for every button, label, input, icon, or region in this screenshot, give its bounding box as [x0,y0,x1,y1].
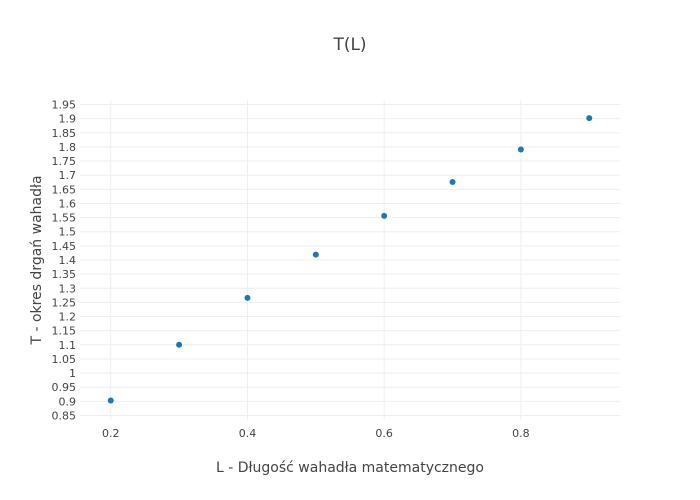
y-tick-label: 1.45 [52,240,77,253]
data-point [449,178,456,185]
x-tick-label: 0.6 [375,427,393,440]
y-tick-label: 1 [69,367,76,380]
y-tick-label: 1.4 [59,254,77,267]
x-tick-labels: 0.2 0.4 0.6 0.8 [102,427,530,440]
data-point [586,115,593,122]
data-point [107,397,114,404]
y-tick-label: 1.25 [52,296,77,309]
data-point [312,251,319,258]
y-tick-label: 1.95 [52,99,77,112]
y-tick-label: 0.85 [52,409,77,422]
y-tick-label: 1.15 [52,325,77,338]
y-tick-label: 1.65 [52,183,77,196]
x-tick-label: 0.4 [239,427,257,440]
y-tick-label: 1.2 [59,311,77,324]
y-tick-label: 1.3 [59,282,77,295]
data-point [381,212,388,219]
data-points [107,115,593,404]
y-tick-label: 1.35 [52,268,77,281]
data-point [517,146,524,153]
y-tick-label: 1.6 [59,197,77,210]
y-tick-label: 1.55 [52,212,77,225]
y-tick-label: 1.7 [59,169,77,182]
y-tick-label: 1.1 [59,339,77,352]
x-tick-label: 0.2 [102,427,120,440]
data-point [244,294,251,301]
y-axis-label: T - okres drgań wahadła [29,175,45,345]
y-tick-label: 1.75 [52,155,77,168]
x-axis-label: L - Długość wahadła matematycznego [216,460,484,476]
y-tick-label: 1.85 [52,127,77,140]
x-tick-label: 0.8 [512,427,530,440]
data-point [176,341,183,348]
y-tick-label: 0.9 [59,395,77,408]
y-tick-label: 1.9 [59,113,77,126]
y-tick-label: 0.95 [52,381,77,394]
grid-lines [80,100,620,420]
y-tick-label: 1.5 [59,226,77,239]
y-tick-label: 1.05 [52,353,77,366]
chart-title: T(L) [332,35,366,55]
y-tick-label: 1.8 [59,141,77,154]
y-tick-labels: 0.850.90.9511.051.11.151.21.251.31.351.4… [52,99,77,423]
